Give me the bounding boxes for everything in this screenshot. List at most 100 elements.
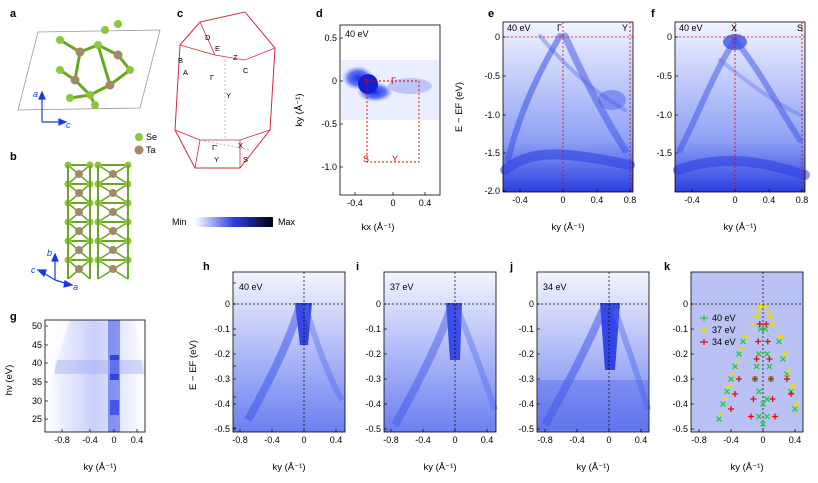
y-tick-label: -0.1 bbox=[672, 324, 688, 334]
ta-atom bbox=[75, 170, 83, 178]
panel-e: e 40 eV Γ Y -0.4 0 0.4 0.8 0 -0.5 -1.0 -1.5 -2.0… bbox=[454, 8, 636, 233]
y-tick-label: 0 bbox=[225, 299, 230, 309]
bz-point-d: D bbox=[205, 33, 211, 42]
y-tick-label: -0.3 bbox=[214, 374, 230, 384]
data-point bbox=[728, 406, 734, 412]
x-axis-label-f: ky (Å⁻¹) bbox=[724, 222, 757, 233]
ta-atom bbox=[109, 170, 117, 178]
data-point bbox=[756, 321, 763, 327]
panel-f: f 40 eV X S -0.4 0 0.4 0.8 0 -0.5 -1.0 -1.5 ky … bbox=[651, 8, 810, 233]
y-tick-label: -0.4 bbox=[518, 399, 534, 409]
panel-g: g -0.8 -0.4 0 0.4 50 45 40 35 30 25 ky (Å⁻¹) hν (… bbox=[4, 311, 146, 473]
colorbar bbox=[195, 217, 273, 227]
colorbar-max-label: Max bbox=[278, 217, 296, 227]
axes-arrows-a bbox=[38, 90, 68, 126]
data-point bbox=[769, 396, 776, 402]
y-tick-label: 45 bbox=[32, 340, 42, 350]
data-point bbox=[756, 388, 762, 395]
y-tick-label: -0.5 bbox=[656, 71, 672, 81]
data-point bbox=[748, 413, 754, 420]
plot-frame-j bbox=[536, 271, 650, 433]
atoms-a bbox=[56, 20, 134, 109]
data-point bbox=[732, 391, 738, 397]
band-dispersion-f bbox=[673, 34, 810, 180]
x-tick-label: -0.4 bbox=[512, 195, 528, 205]
panel-letter-i: i bbox=[356, 261, 359, 273]
x-tick-label: 0 bbox=[301, 435, 306, 445]
data-point bbox=[766, 363, 773, 370]
legend-marker bbox=[700, 339, 708, 345]
y-tick-label: 40 bbox=[32, 358, 42, 368]
y-tick-label: 0 bbox=[667, 32, 672, 42]
band-dispersion-j bbox=[538, 303, 651, 430]
y-tick-label: -0.3 bbox=[365, 374, 381, 384]
data-point bbox=[716, 416, 722, 422]
plot-frame-f bbox=[674, 21, 806, 193]
y-tick-label: -0.1 bbox=[518, 324, 534, 334]
data-point bbox=[756, 351, 762, 357]
bz-point-c: C bbox=[243, 66, 249, 75]
y-tick-label: -0.3 bbox=[518, 374, 534, 384]
y-tick-label: 35 bbox=[32, 377, 42, 387]
y-tick-label: -0.3 bbox=[672, 374, 688, 384]
data-point bbox=[755, 308, 762, 315]
panel-letter-j: j bbox=[509, 261, 513, 273]
axis-ticks-f: -0.4 0 0.4 0.8 0 -0.5 -1.0 -1.5 bbox=[656, 32, 808, 205]
axis-ticks-d: -0.4 0 0.4 0.5 0 -0.5 -1.0 bbox=[321, 33, 431, 208]
energy-label-j: 34 eV bbox=[543, 282, 567, 292]
y-tick-label: -1.0 bbox=[484, 110, 500, 120]
x-tick-label: 0.8 bbox=[796, 195, 809, 205]
ta-atom bbox=[75, 189, 83, 197]
axis-label-c: c bbox=[66, 120, 71, 130]
extracted-bands bbox=[716, 303, 800, 427]
panel-b: b b c a bbox=[10, 151, 132, 292]
data-point bbox=[732, 363, 738, 370]
panel-letter-k: k bbox=[664, 261, 671, 273]
ta-atom bbox=[75, 208, 83, 216]
y-tick-label: 0 bbox=[683, 299, 688, 309]
data-point bbox=[753, 356, 760, 362]
x-tick-label: -0.8 bbox=[54, 435, 70, 445]
axis-ticks-j: -0.8 -0.4 0 0.4 0 -0.1 -0.2 -0.3 -0.4 -0.5 bbox=[518, 299, 647, 445]
bz-point-gamma: Γ bbox=[210, 73, 214, 82]
axis-label-b: b bbox=[47, 248, 52, 258]
axis-label-a-b: a bbox=[73, 282, 78, 292]
data-point bbox=[792, 406, 798, 412]
chain-structure-b bbox=[64, 161, 132, 280]
bz-point-y: Y bbox=[226, 91, 231, 100]
x-tick-label: 0.4 bbox=[789, 435, 802, 445]
y-tick-label: -0.4 bbox=[214, 399, 230, 409]
bz-point-gamma-prime: Γ' bbox=[212, 143, 218, 152]
energy-label-d: 40 eV bbox=[345, 29, 369, 39]
bz-rectangle-d bbox=[366, 80, 420, 163]
plot-bg-i bbox=[384, 272, 496, 432]
plot-bg-k bbox=[691, 272, 803, 432]
x-tick-label: 0.4 bbox=[419, 198, 432, 208]
panel-c: c D E B A Z C Γ Y Γ' X Y S Min Max bbox=[172, 8, 296, 227]
panel-letter-h: h bbox=[203, 261, 210, 273]
data-point bbox=[764, 308, 771, 315]
x-tick-label: 0 bbox=[732, 195, 737, 205]
x-tick-label: -0.4 bbox=[82, 435, 98, 445]
y-tick-label: 30 bbox=[32, 396, 42, 406]
plot-frame-k bbox=[690, 271, 804, 433]
x-tick-label: -0.4 bbox=[347, 198, 363, 208]
legend-se-marker bbox=[135, 133, 143, 141]
data-point bbox=[750, 321, 757, 327]
x-tick-label: -0.4 bbox=[569, 435, 585, 445]
x-tick-label: -0.4 bbox=[684, 195, 700, 205]
bz-point-a: A bbox=[183, 68, 188, 77]
data-point bbox=[720, 401, 726, 407]
y-tick-label: 0.5 bbox=[324, 33, 337, 43]
y-tick-label: 50 bbox=[32, 321, 42, 331]
data-point bbox=[742, 333, 749, 340]
y-axis-label-g: hν (eV) bbox=[4, 365, 15, 396]
x-tick-label: -0.8 bbox=[537, 435, 553, 445]
data-point bbox=[762, 303, 769, 310]
y-tick-label: 0 bbox=[332, 76, 337, 86]
panel-letter-g: g bbox=[10, 311, 17, 323]
legend-label: 37 eV bbox=[712, 325, 736, 335]
plot-frame-g bbox=[44, 319, 146, 433]
data-point bbox=[734, 358, 741, 365]
data-point bbox=[750, 396, 757, 402]
